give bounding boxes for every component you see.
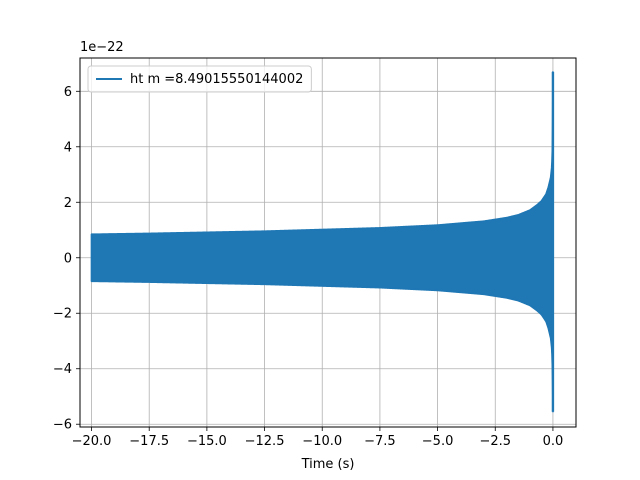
legend: ht m =8.49015550144002 bbox=[87, 65, 312, 93]
legend-box bbox=[87, 65, 312, 93]
series-layer bbox=[90, 71, 555, 413]
x-tick-label: 0.0 bbox=[543, 434, 564, 449]
y-tick-label: −6 bbox=[53, 418, 72, 433]
x-tick-label: −12.5 bbox=[245, 434, 285, 449]
legend-entry-label: ht m =8.49015550144002 bbox=[130, 72, 303, 87]
x-tick-label: −2.5 bbox=[479, 434, 511, 449]
y-tick-label: 0 bbox=[64, 251, 72, 266]
y-offset-label: 1e−22 bbox=[80, 40, 124, 55]
ticks: −20.0 −17.5 −15.0 −12.5 −10.0 −7.5 −5.0 −2.5 0.0… bbox=[53, 85, 563, 449]
x-tick-label: −10.0 bbox=[302, 434, 342, 449]
x-tick-label: −17.5 bbox=[129, 434, 169, 449]
y-tick-label: 4 bbox=[64, 140, 72, 155]
x-axis-label: Time (s) bbox=[301, 457, 355, 472]
y-tick-label: 6 bbox=[64, 85, 72, 100]
y-tick-label: 2 bbox=[64, 196, 72, 211]
y-tick-label: −4 bbox=[53, 362, 72, 377]
x-tick-label: −15.0 bbox=[187, 434, 227, 449]
x-tick-label: −5.0 bbox=[422, 434, 454, 449]
x-tick-label: −20.0 bbox=[72, 434, 112, 449]
plot-frame bbox=[79, 57, 577, 428]
y-tick-label: −2 bbox=[53, 307, 72, 322]
x-tick-label: −7.5 bbox=[364, 434, 396, 449]
